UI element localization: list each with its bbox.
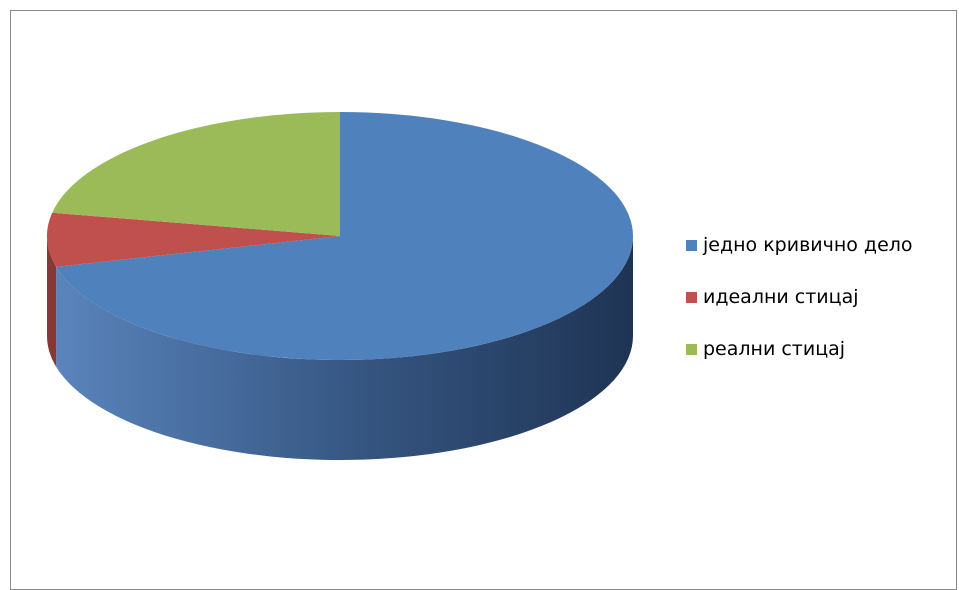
legend-label-2: реални стицај	[703, 338, 846, 360]
pie-side-0	[56, 236, 633, 460]
pie-side-1	[47, 236, 57, 367]
legend-swatch-2	[686, 343, 697, 355]
legend-item-2: реални стицај	[686, 336, 913, 362]
legend-label-0: једно кривично дело	[703, 234, 913, 256]
pie-slice-1	[46, 212, 341, 267]
pie-slice-0	[56, 112, 633, 360]
legend-item-1: идеални стицај	[686, 284, 913, 310]
legend-label-1: идеални стицај	[703, 286, 859, 308]
legend-swatch-1	[686, 291, 697, 303]
legend-item-0: једно кривично дело	[686, 232, 913, 258]
legend-swatch-0	[686, 239, 697, 251]
legend: једно кривично дело идеални стицај реалн…	[686, 232, 913, 388]
pie-slice-2	[52, 112, 341, 236]
